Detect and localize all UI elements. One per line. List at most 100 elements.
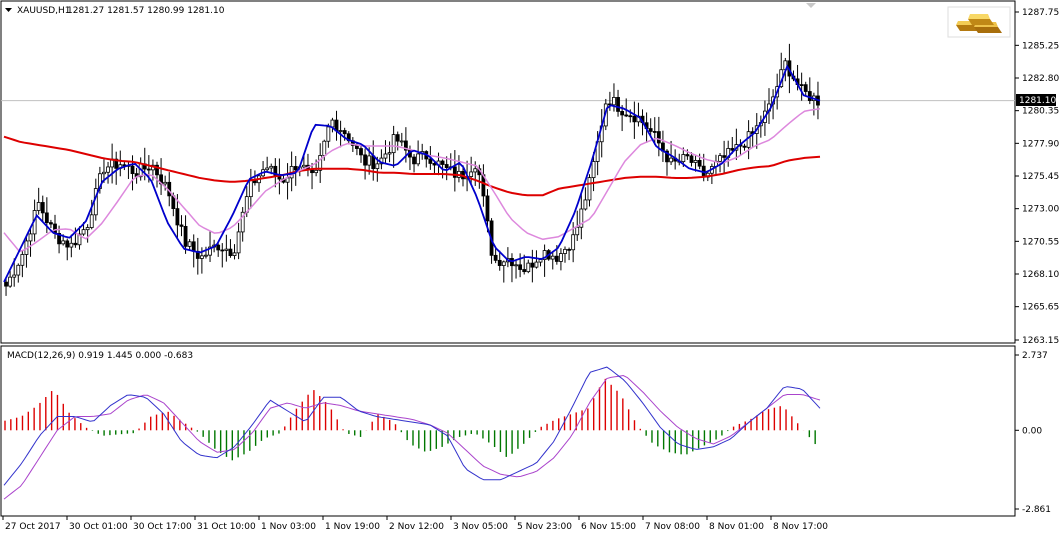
candle-body xyxy=(583,199,588,210)
price-axis-label: 1263.15 xyxy=(1022,336,1059,346)
candle-body xyxy=(730,148,735,151)
candle-body xyxy=(65,240,70,248)
candle-body xyxy=(85,227,90,231)
candle-body xyxy=(265,167,270,171)
candle-body xyxy=(681,154,686,163)
price-panel[interactable] xyxy=(1,43,1015,296)
candle-body xyxy=(318,155,323,171)
candle-body xyxy=(428,158,433,164)
price-axis-label: 1280.35 xyxy=(1022,107,1059,117)
candle-body xyxy=(8,276,13,287)
candle-body xyxy=(722,155,727,158)
candle-body xyxy=(587,177,592,201)
candle-body xyxy=(485,195,490,222)
candle-body xyxy=(665,150,669,163)
macd-axis-label: -2.861 xyxy=(1022,505,1051,515)
price-axis-label: 1285.25 xyxy=(1022,41,1059,51)
candle-body xyxy=(367,155,372,166)
price-axis-label: 1282.80 xyxy=(1022,74,1059,84)
candle-body xyxy=(452,166,457,178)
candle-body xyxy=(40,202,45,214)
gold-bars-icon xyxy=(947,6,1011,38)
candle-body xyxy=(624,114,629,117)
candle-body xyxy=(375,163,380,169)
candle-body xyxy=(803,84,808,92)
price-axis-label: 1275.45 xyxy=(1022,172,1059,182)
candle-body xyxy=(689,155,694,163)
price-axis-label: 1270.55 xyxy=(1022,237,1059,247)
candle-body xyxy=(20,254,25,266)
price-axis-label: 1277.90 xyxy=(1022,139,1059,149)
candle-body xyxy=(314,169,319,174)
symbol-label: XAUUSD,H1 xyxy=(17,6,71,16)
shift-marker-icon[interactable] xyxy=(806,3,816,8)
time-axis-label: 1 Nov 19:00 xyxy=(325,522,380,532)
candle-body xyxy=(632,115,637,123)
time-axis-label: 5 Nov 23:00 xyxy=(517,522,572,532)
macd-main-line xyxy=(3,366,821,486)
candle-body xyxy=(440,160,445,165)
candle-body xyxy=(228,248,233,256)
candle-body xyxy=(563,248,567,254)
candle-body xyxy=(416,153,421,165)
candle-body xyxy=(579,208,584,228)
candle-body xyxy=(232,252,237,256)
candle-body xyxy=(322,140,327,156)
ma-fast-line xyxy=(3,64,821,283)
candle-body xyxy=(403,140,408,151)
candle-body xyxy=(575,226,580,236)
price-axis-label: 1268.10 xyxy=(1022,270,1059,280)
time-axis-label: 31 Oct 10:00 xyxy=(197,522,256,532)
candle-body xyxy=(571,234,576,251)
candle-body xyxy=(236,231,241,254)
time-axis-label: 3 Nov 05:00 xyxy=(453,522,508,532)
candle-body xyxy=(44,212,49,224)
ma-mid-line xyxy=(3,107,821,253)
current-price-tag: 1281.10 xyxy=(1016,94,1056,106)
candle-body xyxy=(240,211,245,233)
candle-body xyxy=(191,241,196,252)
candle-body xyxy=(444,164,449,169)
time-axis-label: 6 Nov 15:00 xyxy=(581,522,636,532)
axes: 1287.75 1285.25 1282.80 1280.35 1277.90 1275.… xyxy=(2,8,1059,532)
macd-panel[interactable] xyxy=(3,366,821,500)
candle-body xyxy=(61,240,66,245)
candle-body xyxy=(338,130,343,132)
candle-body xyxy=(522,269,527,273)
candle-body xyxy=(693,160,698,163)
candle-body xyxy=(559,253,563,262)
candle-body xyxy=(363,154,367,166)
candle-body xyxy=(648,128,653,132)
candle-body xyxy=(799,84,804,86)
candle-body xyxy=(530,262,535,268)
candle-body xyxy=(130,165,135,175)
candle-body xyxy=(216,244,221,251)
macd-axis-label: 0.00 xyxy=(1022,426,1042,436)
candle-body xyxy=(49,222,53,225)
candle-body xyxy=(220,249,225,252)
dropdown-arrow-icon[interactable] xyxy=(5,8,12,12)
price-axis-label: 1265.65 xyxy=(1022,303,1059,313)
candle-body xyxy=(179,224,184,227)
candle-body xyxy=(473,168,478,173)
candle-body xyxy=(199,255,204,259)
candle-body xyxy=(293,166,298,171)
candle-body xyxy=(514,264,518,267)
time-axis-label: 27 Oct 2017 xyxy=(5,522,61,532)
candle-body xyxy=(391,134,396,154)
candle-body xyxy=(534,261,539,268)
candle-body xyxy=(326,126,331,142)
candle-body xyxy=(73,242,78,246)
candle-body xyxy=(510,258,514,267)
candle-body xyxy=(269,165,274,169)
macd-panel-frame xyxy=(0,345,1016,517)
candle-body xyxy=(4,281,8,287)
candle-body xyxy=(697,160,702,167)
ohlc-label: 1281.27 1281.57 1280.99 1281.10 xyxy=(67,6,225,16)
macd-axis-label: 2.737 xyxy=(1022,351,1048,361)
price-axis-label: 1287.75 xyxy=(1022,8,1059,18)
candle-body xyxy=(387,152,392,155)
candle-body xyxy=(175,208,180,226)
candle-body xyxy=(554,255,559,262)
